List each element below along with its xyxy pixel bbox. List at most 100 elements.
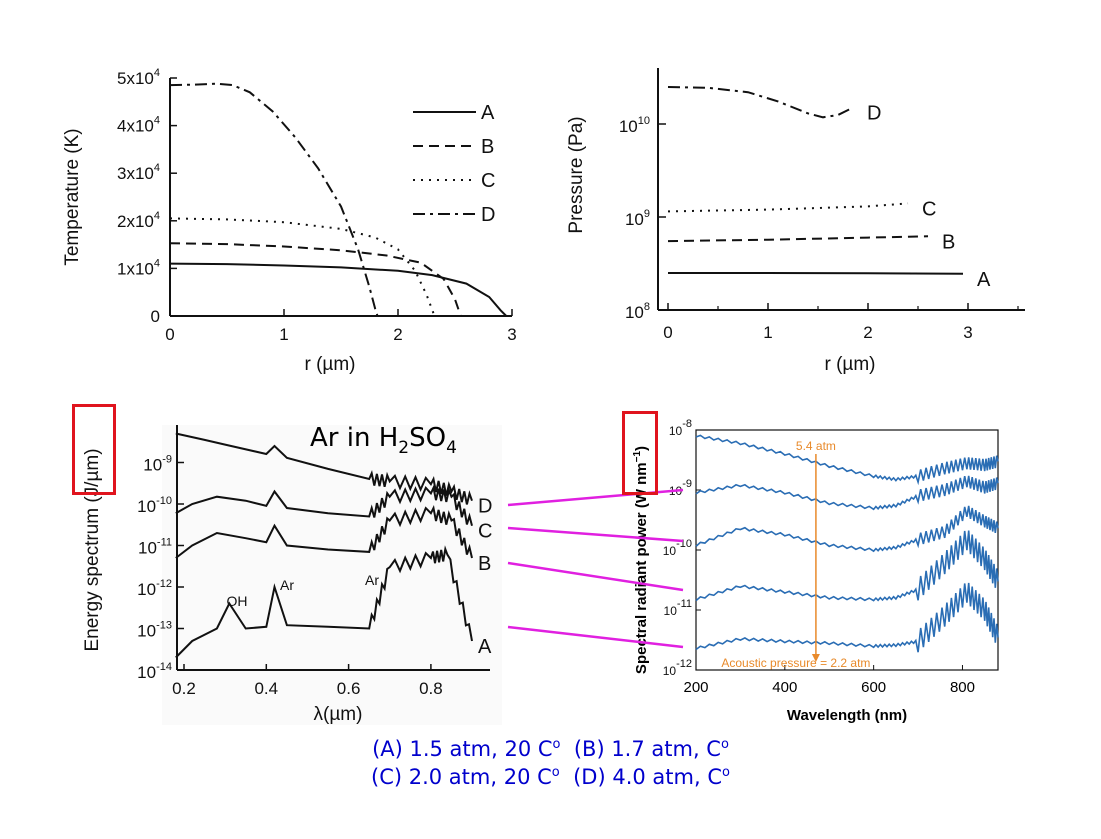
pressure-series-a [668, 272, 964, 275]
temperature-series-c [169, 217, 436, 317]
high-pressure-annotation: 5.4 atm [796, 439, 836, 453]
energy-series-label: C [478, 521, 492, 543]
temperature-legend-label: A [481, 102, 495, 124]
temperature-y-tick-label: 1x104 [117, 257, 160, 278]
spectral-x-tick-label: 400 [772, 679, 797, 696]
pressure-y-tick-label: 108 [625, 301, 650, 322]
spectral-x-tick-label: 600 [861, 679, 886, 696]
pressure-series-d [667, 86, 854, 119]
caption-line-1: (A) 1.5 atm, 20 Co (B) 1.7 atm, Co [372, 737, 729, 761]
energy-y-tick-label: 10-12 [137, 578, 172, 599]
spectral-series [695, 475, 999, 511]
pressure-ticks: 0 1 2 3 108 109 1010 [619, 115, 1019, 342]
spectral-series [695, 530, 999, 602]
acoustic-pressure-annotation: Acoustic pressure = 2.2 atm [721, 656, 870, 670]
energy-x-label: λ(µm) [314, 704, 363, 725]
energy-y-tick-label: 10-11 [138, 537, 172, 558]
energy-ticks: 0.2 0.4 0.6 0.8 10-14 10-13 10-12 10-11 10-10 10-… [137, 454, 443, 699]
pressure-panel: 0 1 2 3 108 109 1010 ABC D r (µm) Pressure (Pa) [566, 68, 1025, 375]
energy-annotation: Ar [365, 572, 379, 588]
spectral-series [695, 505, 999, 553]
energy-panel: 0.2 0.4 0.6 0.8 10-14 10-13 10-12 10-11 10-10 10-… [82, 423, 502, 725]
spectral-x-tick-label: 800 [950, 679, 975, 696]
temperature-series-d [169, 82, 379, 317]
pressure-y-tick-label: 109 [625, 208, 650, 229]
pressure-arrow-head [811, 654, 820, 662]
temperature-x-tick-label: 3 [507, 325, 516, 344]
temperature-y-tick-label: 0 [151, 307, 160, 326]
connector-line [507, 625, 684, 649]
pressure-series-label: B [942, 231, 955, 253]
spectral-annotations: 5.4 atm Acoustic pressure = 2.2 atm [721, 439, 870, 670]
energy-series-label: D [478, 496, 492, 518]
energy-y-label: Energy spectrum (J/µm) [82, 448, 103, 651]
energy-annotations: OH Ar Ar [227, 572, 380, 609]
pressure-x-tick-label: 2 [863, 323, 872, 342]
temperature-y-label: Temperature (K) [62, 128, 83, 265]
temperature-y-tick-label: 3x104 [117, 162, 160, 183]
temperature-x-tick-label: 0 [165, 325, 174, 344]
caption-line-2: (C) 2.0 atm, 20 Co (D) 4.0 atm, Co [371, 765, 730, 789]
temperature-series-b [169, 242, 462, 317]
pressure-x-tick-label: 0 [663, 323, 672, 342]
energy-y-tick-label: 10-10 [137, 495, 172, 516]
connector-line [507, 561, 684, 592]
energy-y-tick-label: 10-14 [137, 661, 172, 682]
spectral-y-tick-label: 10-12 [663, 658, 692, 678]
temperature-series-a [169, 262, 508, 317]
unit-highlight-right [622, 411, 658, 495]
energy-series-d [175, 432, 473, 505]
pressure-series-b [667, 235, 929, 243]
pressure-y-label: Pressure (Pa) [566, 116, 587, 233]
energy-annotation: Ar [280, 577, 294, 593]
pressure-series-label: C [922, 198, 936, 220]
energy-y-tick-label: 10-13 [137, 620, 172, 641]
energy-x-tick-label: 0.4 [254, 679, 278, 698]
caption: (A) 1.5 atm, 20 Co (B) 1.7 atm, Co (C) 2… [0, 733, 1101, 789]
energy-series-c [175, 484, 473, 526]
temperature-y-tick-label: 4x104 [117, 115, 160, 136]
pressure-series-label: A [977, 269, 991, 291]
temperature-legend-label: C [481, 170, 495, 192]
temperature-y-tick-label: 5x104 [117, 67, 160, 88]
pressure-x-tick-label: 3 [963, 323, 972, 342]
energy-series: DCB A [175, 432, 493, 659]
temperature-ticks: 0 1 2 3 0 1x104 2x104 3x104 4x104 5x104 [117, 67, 517, 344]
connector-lines [507, 488, 684, 649]
spectral-series [695, 582, 999, 653]
spectral-y-tick-label: 10-8 [669, 418, 692, 438]
pressure-series: ABC D [667, 86, 991, 291]
energy-y-tick-label: 10-9 [143, 454, 172, 475]
energy-panel-bg [162, 425, 502, 725]
spectral-x-label: Wavelength (nm) [787, 707, 907, 724]
spectral-series [695, 434, 999, 486]
pressure-series-c [667, 202, 909, 213]
spectral-series [695, 434, 999, 653]
pressure-x-label: r (µm) [824, 354, 875, 375]
energy-series-label: A [478, 636, 492, 658]
spectral-y-label: Spectral radiant power (W nm−1) [632, 446, 650, 674]
temperature-legend-label: B [481, 136, 494, 158]
temperature-x-tick-label: 1 [279, 325, 288, 344]
energy-series-b [175, 505, 473, 559]
energy-x-tick-label: 0.6 [337, 679, 361, 698]
energy-series-a [175, 545, 473, 659]
temperature-x-tick-label: 2 [393, 325, 402, 344]
pressure-series-label: D [867, 103, 881, 125]
energy-x-tick-label: 0.2 [172, 679, 196, 698]
energy-series-label: B [478, 553, 491, 575]
energy-annotation: OH [227, 593, 248, 609]
spectral-x-tick-label: 200 [683, 679, 708, 696]
temperature-series [169, 82, 508, 317]
temperature-x-label: r (µm) [304, 354, 355, 375]
energy-title: Ar in H2SO4 [310, 423, 457, 458]
pressure-x-tick-label: 1 [763, 323, 772, 342]
temperature-legend-label: D [481, 204, 495, 226]
energy-x-tick-label: 0.8 [419, 679, 443, 698]
spectral-y-tick-label: 10-9 [669, 478, 692, 498]
